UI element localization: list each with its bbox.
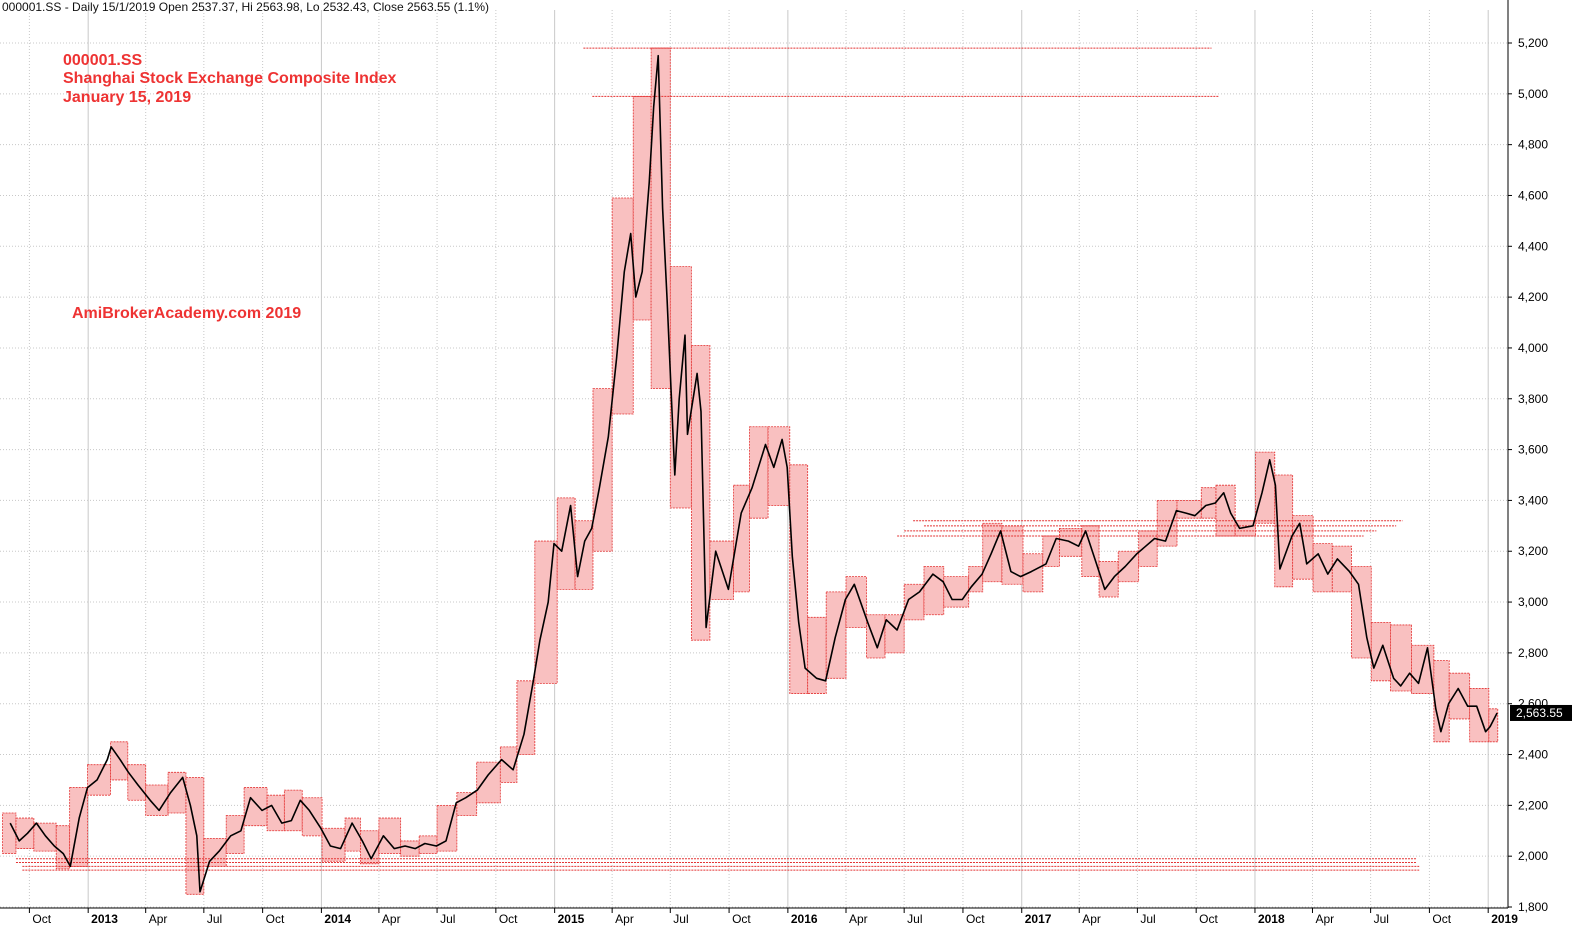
range-box xyxy=(110,741,129,781)
y-tick-label: 1,800 xyxy=(1518,900,1548,914)
range-box xyxy=(923,566,945,616)
range-box xyxy=(283,789,303,832)
y-tick-label: 5,000 xyxy=(1518,87,1548,101)
x-tick-label: Apr xyxy=(1315,912,1334,926)
x-tick-label: 2019 xyxy=(1491,912,1518,926)
x-tick-label: Oct xyxy=(1199,912,1218,926)
range-box xyxy=(556,497,576,590)
range-box xyxy=(499,746,518,783)
x-tick-label: 2013 xyxy=(91,912,118,926)
range-box xyxy=(2,812,17,855)
y-tick-label: 4,200 xyxy=(1518,290,1548,304)
y-tick-label: 3,800 xyxy=(1518,392,1548,406)
y-tick-label: 4,400 xyxy=(1518,239,1548,253)
y-tick-label: 2,200 xyxy=(1518,798,1548,812)
range-box xyxy=(301,797,323,837)
y-tick-label: 4,800 xyxy=(1518,138,1548,152)
watermark-index-name: Shanghai Stock Exchange Composite Index xyxy=(63,70,397,87)
x-tick-label: Jul xyxy=(207,912,222,926)
range-box xyxy=(650,47,671,389)
range-box xyxy=(845,576,867,628)
x-tick-label: Apr xyxy=(849,912,868,926)
level-lines xyxy=(15,47,1420,871)
y-tick-label: 3,400 xyxy=(1518,493,1548,507)
y-tick-label: 2,800 xyxy=(1518,646,1548,660)
range-box xyxy=(1448,672,1471,720)
range-box xyxy=(767,426,791,506)
y-tick-label: 5,200 xyxy=(1518,36,1548,50)
range-box xyxy=(167,771,187,814)
x-tick-label: Oct xyxy=(32,912,51,926)
last-price-label: 2,563.55 xyxy=(1516,706,1563,720)
range-box xyxy=(1022,553,1044,593)
range-box xyxy=(400,840,420,857)
x-tick-label: Apr xyxy=(1082,912,1101,926)
range-box xyxy=(378,817,402,855)
x-tick-label: Jul xyxy=(673,912,688,926)
x-tick-label: Apr xyxy=(615,912,634,926)
watermark-site: AmiBrokerAcademy.com 2019 xyxy=(72,305,302,322)
watermark-date: January 15, 2019 xyxy=(63,89,192,106)
box-overlays xyxy=(2,47,1499,895)
range-box xyxy=(33,822,57,852)
watermark-ticker: 000001.SS xyxy=(63,52,143,69)
price-line xyxy=(9,54,1498,893)
range-box xyxy=(789,464,809,694)
range-box xyxy=(1234,520,1257,537)
last-price-badge xyxy=(1510,704,1572,721)
range-box xyxy=(1292,515,1314,580)
range-box xyxy=(1312,543,1333,593)
x-tick-label: Jul xyxy=(440,912,455,926)
y-tick-label: 3,200 xyxy=(1518,544,1548,558)
x-tick-label: 2014 xyxy=(324,912,351,926)
range-box xyxy=(185,777,205,895)
x-tick-label: Oct xyxy=(966,912,985,926)
range-box xyxy=(807,616,827,694)
x-tick-label: Oct xyxy=(1432,912,1451,926)
chart-header: 000001.SS - Daily 15/1/2019 Open 2537.37… xyxy=(2,0,490,14)
y-tick-label: 4,000 xyxy=(1518,341,1548,355)
range-box xyxy=(1255,451,1276,524)
range-box xyxy=(1117,550,1140,583)
range-box xyxy=(359,830,380,865)
range-box xyxy=(866,614,886,659)
x-tick-label: Oct xyxy=(266,912,285,926)
y-tick-label: 2,000 xyxy=(1518,849,1548,863)
range-box xyxy=(456,792,478,816)
range-box xyxy=(1176,500,1202,519)
range-box xyxy=(1200,487,1217,519)
x-tick-label: 2016 xyxy=(791,912,818,926)
range-box xyxy=(1390,624,1412,692)
range-box xyxy=(632,95,652,321)
x-tick-label: Jul xyxy=(1374,912,1389,926)
y-tick-label: 3,600 xyxy=(1518,443,1548,457)
x-tick-label: 2017 xyxy=(1025,912,1052,926)
range-box xyxy=(15,817,35,849)
range-box xyxy=(611,197,634,415)
x-tick-label: Apr xyxy=(149,912,168,926)
range-box xyxy=(1081,525,1100,578)
range-box xyxy=(1488,708,1499,743)
x-tick-label: Oct xyxy=(499,912,518,926)
range-box xyxy=(1156,500,1178,547)
range-box xyxy=(87,764,111,796)
range-box xyxy=(1331,545,1352,593)
range-box xyxy=(1215,484,1236,537)
range-box xyxy=(476,761,501,804)
range-box xyxy=(733,484,750,593)
x-tick-label: 2015 xyxy=(558,912,585,926)
y-tick-label: 2,400 xyxy=(1518,748,1548,762)
range-box xyxy=(225,815,245,855)
x-tick-label: Jul xyxy=(907,912,922,926)
x-tick-label: Oct xyxy=(732,912,751,926)
x-tick-label: Apr xyxy=(382,912,401,926)
range-box xyxy=(749,426,769,519)
x-tick-label: 2018 xyxy=(1258,912,1285,926)
y-tick-label: 3,000 xyxy=(1518,595,1548,609)
x-tick-label: Jul xyxy=(1140,912,1155,926)
price-series xyxy=(9,54,1498,893)
y-tick-label: 4,600 xyxy=(1518,188,1548,202)
